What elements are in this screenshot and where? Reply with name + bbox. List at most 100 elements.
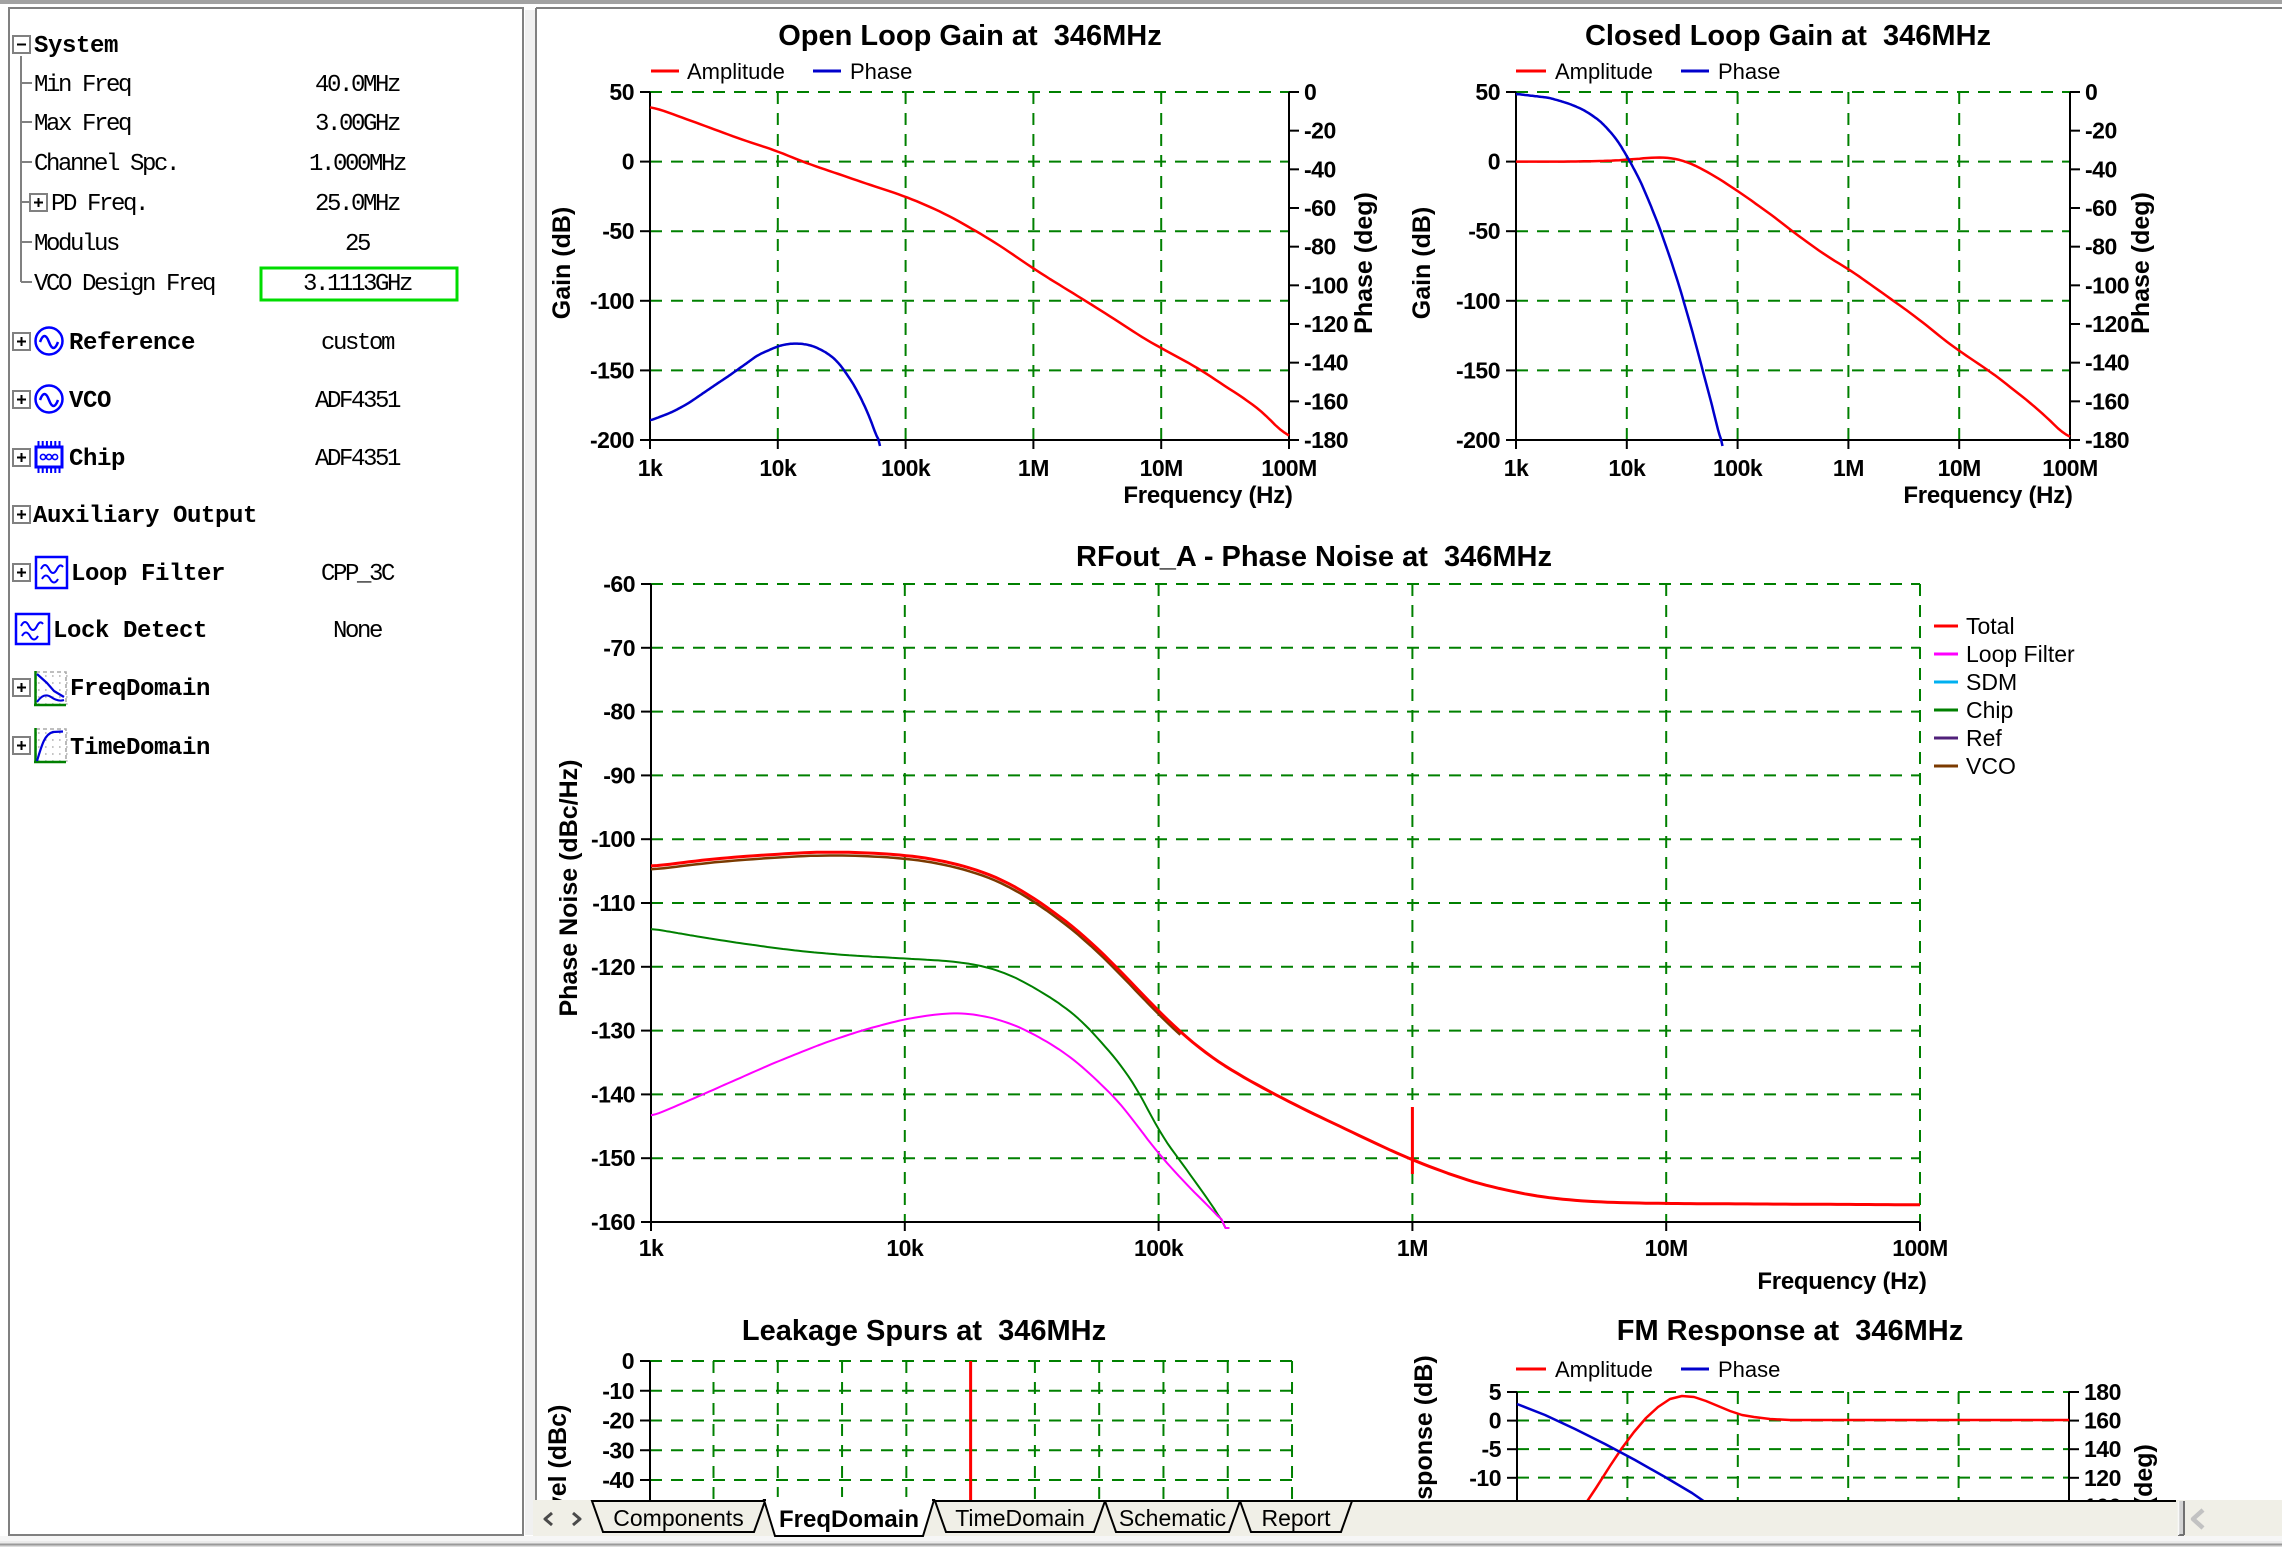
svg-text:-100: -100	[590, 288, 634, 314]
svg-text:10k: 10k	[886, 1235, 924, 1261]
svg-text:Reference: Reference	[69, 330, 195, 357]
svg-text:-110: -110	[592, 890, 635, 916]
svg-text:Amplitude: Amplitude	[687, 59, 785, 84]
svg-text:-100: -100	[2085, 272, 2129, 298]
svg-text:100M: 100M	[2042, 455, 2098, 481]
svg-text:-180: -180	[2085, 427, 2129, 453]
svg-text:100M: 100M	[1892, 1235, 1948, 1261]
svg-text:Chip: Chip	[69, 446, 125, 473]
svg-text:System: System	[34, 33, 118, 60]
svg-text:-140: -140	[1304, 350, 1348, 376]
svg-text:-10: -10	[1469, 1465, 1501, 1491]
svg-text:Phase (deg): Phase (deg)	[2127, 192, 2155, 334]
svg-text:25: 25	[345, 231, 370, 258]
svg-text:-120: -120	[2085, 311, 2129, 337]
svg-text:-100: -100	[1304, 272, 1348, 298]
svg-text:Phase: Phase	[1718, 59, 1780, 84]
svg-text:Auxiliary Output: Auxiliary Output	[33, 503, 257, 530]
svg-text:-30: -30	[602, 1437, 634, 1463]
svg-text:-10: -10	[602, 1378, 634, 1404]
svg-text:Phase: Phase	[850, 59, 912, 84]
svg-text:0: 0	[622, 1348, 634, 1374]
svg-text:-150: -150	[590, 357, 634, 383]
svg-text:-40: -40	[2085, 156, 2117, 182]
svg-text:0: 0	[1489, 1408, 1501, 1434]
svg-text:VCO: VCO	[1966, 753, 2016, 779]
svg-text:Frequency (Hz): Frequency (Hz)	[1123, 482, 1292, 509]
svg-text:10k: 10k	[1608, 455, 1646, 481]
svg-text:Frequency (Hz): Frequency (Hz)	[1903, 482, 2072, 509]
svg-text:Closed Loop Gain at 346MHz: Closed Loop Gain at 346MHz	[1585, 20, 1991, 52]
svg-text:-50: -50	[602, 218, 634, 244]
svg-text:-60: -60	[2085, 195, 2117, 221]
svg-text:10M: 10M	[1140, 455, 1183, 481]
svg-text:Phase: Phase	[1718, 1357, 1780, 1382]
svg-text:10k: 10k	[759, 455, 797, 481]
svg-text:VCO Design Freq: VCO Design Freq	[34, 271, 215, 298]
svg-text:None: None	[333, 618, 382, 645]
svg-text:Channel Spc.: Channel Spc.	[34, 151, 178, 178]
svg-text:custom: custom	[321, 330, 395, 357]
svg-text:140: 140	[2084, 1436, 2121, 1462]
svg-text:Frequency (Hz): Frequency (Hz)	[1757, 1268, 1926, 1295]
svg-text:160: 160	[2084, 1408, 2121, 1434]
svg-text:VCO: VCO	[69, 388, 111, 415]
svg-text:-90: -90	[603, 762, 635, 788]
svg-text:0: 0	[1488, 149, 1500, 175]
svg-text:50: 50	[1475, 79, 1500, 105]
svg-text:-120: -120	[1304, 311, 1348, 337]
svg-text:100k: 100k	[1713, 455, 1763, 481]
svg-text:0: 0	[622, 149, 634, 175]
svg-text:-150: -150	[1456, 357, 1500, 383]
svg-text:-160: -160	[591, 1209, 635, 1235]
svg-text:Chip: Chip	[1966, 697, 2013, 723]
svg-text:-100: -100	[1456, 288, 1500, 314]
svg-text:Lock Detect: Lock Detect	[53, 618, 207, 645]
svg-text:-130: -130	[591, 1018, 635, 1044]
svg-text:Gain (dB): Gain (dB)	[548, 207, 576, 320]
svg-text:3.1113GHz: 3.1113GHz	[303, 271, 412, 298]
svg-text:Max Freq: Max Freq	[34, 111, 131, 138]
svg-text:-140: -140	[591, 1081, 635, 1107]
svg-text:-20: -20	[1304, 118, 1336, 144]
svg-text:40.0MHz: 40.0MHz	[315, 72, 400, 99]
svg-text:100M: 100M	[1261, 455, 1317, 481]
svg-text:0: 0	[2085, 79, 2097, 105]
svg-text:0: 0	[1304, 79, 1316, 105]
svg-text:-180: -180	[1304, 427, 1348, 453]
svg-text:Components: Components	[613, 1505, 743, 1531]
svg-text:25.0MHz: 25.0MHz	[315, 191, 400, 218]
svg-text:-140: -140	[2085, 350, 2129, 376]
svg-text:SDM: SDM	[1966, 669, 2017, 695]
svg-text:1k: 1k	[1504, 455, 1529, 481]
svg-text:Amplitude: Amplitude	[1555, 1357, 1653, 1382]
svg-text:50: 50	[609, 79, 634, 105]
svg-text:-70: -70	[603, 635, 635, 661]
svg-text:Total: Total	[1966, 613, 2015, 639]
svg-text:-20: -20	[2085, 118, 2117, 144]
svg-text:180: 180	[2084, 1379, 2121, 1405]
svg-text:ADF4351: ADF4351	[315, 446, 401, 473]
svg-text:-80: -80	[603, 699, 635, 725]
svg-text:Open Loop Gain at 346MHz: Open Loop Gain at 346MHz	[778, 20, 1162, 52]
svg-text:Phase (deg): Phase (deg)	[1350, 192, 1378, 334]
svg-text:FM Response at 346MHz: FM Response at 346MHz	[1617, 1315, 1963, 1347]
svg-text:Report: Report	[1261, 1505, 1331, 1531]
svg-text:-60: -60	[603, 571, 635, 597]
svg-text:Amplitude: Amplitude	[1555, 59, 1653, 84]
svg-text:100k: 100k	[881, 455, 931, 481]
svg-text:-150: -150	[591, 1145, 635, 1171]
svg-text:PD Freq.: PD Freq.	[51, 191, 147, 218]
svg-text:Modulus: Modulus	[34, 231, 119, 258]
svg-text:-200: -200	[590, 427, 634, 453]
svg-text:120: 120	[2084, 1465, 2121, 1491]
svg-text:-20: -20	[602, 1408, 634, 1434]
svg-text:1M: 1M	[1018, 455, 1049, 481]
svg-text:-5: -5	[1482, 1436, 1502, 1462]
svg-text:-60: -60	[1304, 195, 1336, 221]
svg-text:-160: -160	[1304, 388, 1348, 414]
svg-text:10M: 10M	[1938, 455, 1981, 481]
svg-text:1M: 1M	[1833, 455, 1864, 481]
svg-text:-200: -200	[1456, 427, 1500, 453]
svg-text:1M: 1M	[1397, 1235, 1428, 1261]
